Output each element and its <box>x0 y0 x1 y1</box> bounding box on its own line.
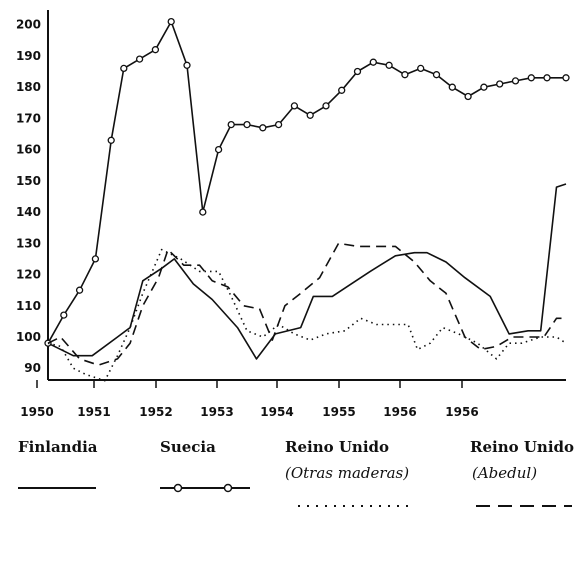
series-point <box>353 67 362 76</box>
series-point <box>199 208 207 216</box>
y-tick-label: 130 <box>16 236 41 250</box>
series-point <box>227 120 235 129</box>
series-line-1 <box>47 20 566 344</box>
y-tick-label: 190 <box>16 49 41 63</box>
series-point <box>274 120 283 129</box>
series-point <box>322 102 330 110</box>
series-point <box>369 58 377 66</box>
legend-sublabel: (Abedul) <box>472 464 537 482</box>
y-tick-label: 200 <box>16 18 41 32</box>
legend-label: Reino Unido <box>470 438 574 456</box>
x-tick-label: 1955 <box>322 405 355 419</box>
series-point <box>432 71 441 79</box>
legend-marker <box>223 483 233 493</box>
series-point <box>448 83 456 91</box>
legend: Finlandia Suecia Reino Unido (Otras maderas… <box>18 438 574 507</box>
series-point <box>259 124 267 132</box>
y-tick-label: 180 <box>16 80 41 94</box>
series-point <box>338 86 346 94</box>
series-point <box>496 80 504 88</box>
series-point <box>167 17 175 26</box>
y-tick-label: 160 <box>16 143 41 157</box>
series-point <box>214 145 223 154</box>
series-point <box>543 74 551 82</box>
series-point <box>562 74 570 82</box>
legend-label: Suecia <box>160 438 216 456</box>
series-point <box>480 83 488 91</box>
x-tick-label: 1956 <box>383 405 416 419</box>
series-line-0 <box>47 183 567 360</box>
series-point <box>290 102 299 110</box>
x-tick-label: 1950 <box>20 405 53 419</box>
series-point <box>401 71 409 79</box>
x-tick-label: 1954 <box>260 405 293 419</box>
y-tick-label: 110 <box>16 299 41 313</box>
y-tick-label: 170 <box>16 111 41 125</box>
y-tick-label: 150 <box>16 174 41 188</box>
y-tick-label: 90 <box>24 361 41 375</box>
legend-label: Finlandia <box>18 438 98 456</box>
series-point <box>107 136 115 144</box>
series-line-3 <box>47 242 566 366</box>
series-point <box>527 74 535 82</box>
x-tick-label: 1953 <box>200 405 233 419</box>
legend-label: Reino Unido <box>285 438 389 456</box>
series-point <box>60 311 68 319</box>
plot-frame <box>47 10 566 381</box>
series-point <box>151 46 160 54</box>
x-tick-label: 1956 <box>445 405 478 419</box>
series-point <box>464 92 472 101</box>
series-point <box>120 64 128 73</box>
series-point <box>385 61 393 69</box>
series-point <box>243 120 251 129</box>
series-point <box>91 255 100 263</box>
x-tick-label: 1952 <box>139 405 172 419</box>
y-tick-label: 120 <box>16 268 41 282</box>
series-point <box>183 61 191 69</box>
y-tick-label: 140 <box>16 205 41 219</box>
x-tick-label: 1951 <box>77 405 110 419</box>
series-point <box>75 286 84 294</box>
series-layer <box>44 17 570 382</box>
series-point <box>417 64 425 73</box>
series-point <box>306 111 314 119</box>
series-point <box>135 55 144 63</box>
legend-marker <box>173 483 183 493</box>
series-line-2 <box>47 248 567 382</box>
x-axis: 1950 1951 1952 1953 1954 1955 1956 1956 <box>20 380 479 419</box>
y-tick-label: 100 <box>16 330 41 344</box>
series-point <box>511 77 520 85</box>
y-axis: 90 100 110 120 130 140 150 160 170 180 190 200 <box>16 18 41 376</box>
legend-sublabel: (Otras maderas) <box>285 464 409 482</box>
